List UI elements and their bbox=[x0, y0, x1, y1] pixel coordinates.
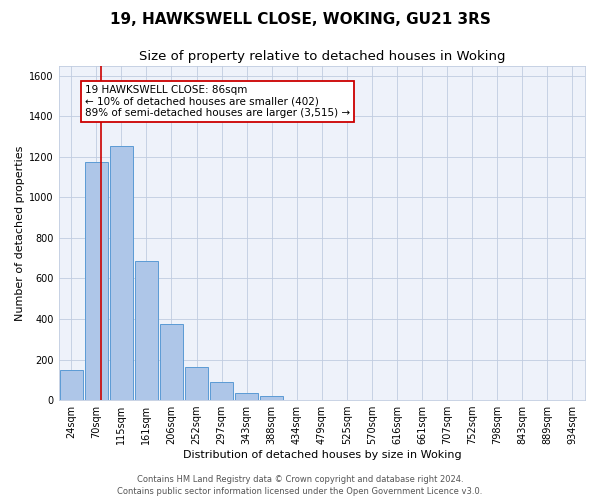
Y-axis label: Number of detached properties: Number of detached properties bbox=[15, 145, 25, 320]
Bar bbox=[210, 382, 233, 400]
Text: Contains HM Land Registry data © Crown copyright and database right 2024.
Contai: Contains HM Land Registry data © Crown c… bbox=[118, 475, 482, 496]
Bar bbox=[110, 146, 133, 400]
Bar bbox=[260, 396, 283, 400]
Bar bbox=[85, 162, 108, 400]
Bar bbox=[235, 393, 258, 400]
Bar bbox=[185, 366, 208, 400]
Bar bbox=[59, 370, 83, 400]
Bar bbox=[160, 324, 183, 400]
Text: 19, HAWKSWELL CLOSE, WOKING, GU21 3RS: 19, HAWKSWELL CLOSE, WOKING, GU21 3RS bbox=[110, 12, 490, 28]
Bar bbox=[135, 261, 158, 400]
Title: Size of property relative to detached houses in Woking: Size of property relative to detached ho… bbox=[139, 50, 505, 63]
Text: 19 HAWKSWELL CLOSE: 86sqm
← 10% of detached houses are smaller (402)
89% of semi: 19 HAWKSWELL CLOSE: 86sqm ← 10% of detac… bbox=[85, 85, 350, 118]
X-axis label: Distribution of detached houses by size in Woking: Distribution of detached houses by size … bbox=[182, 450, 461, 460]
